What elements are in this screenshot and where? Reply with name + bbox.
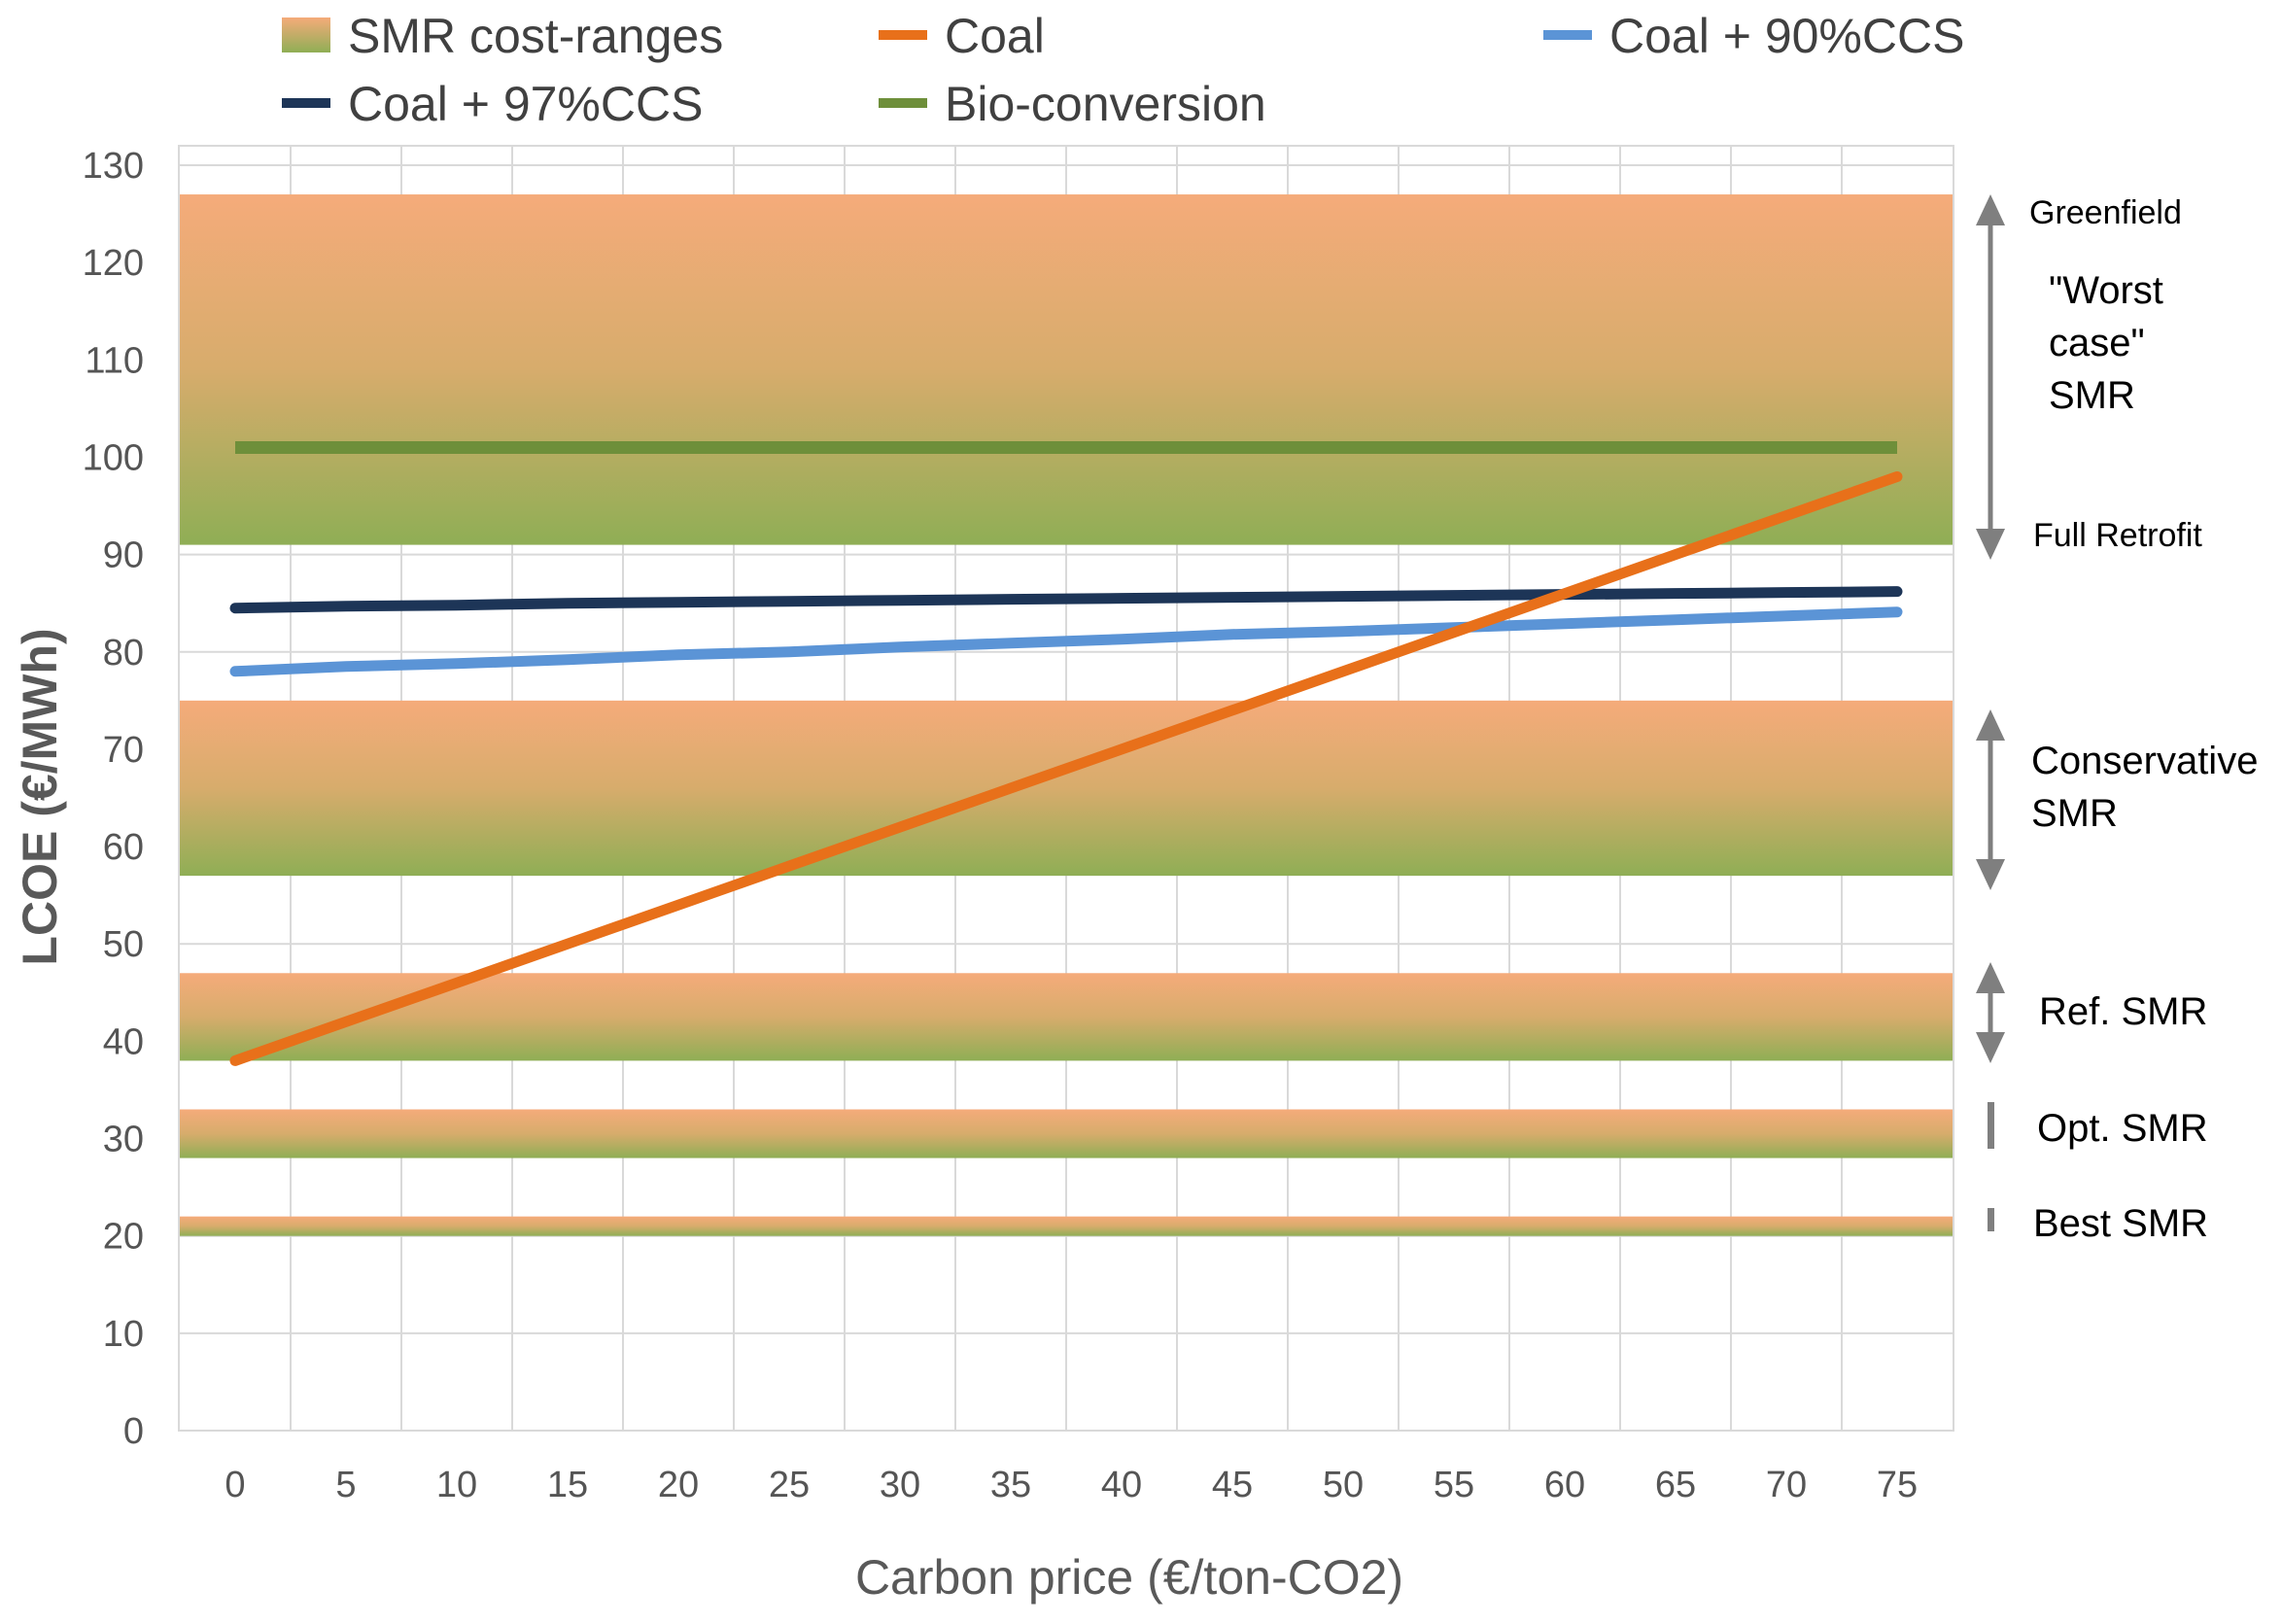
ref-arrow-head-up [1976,962,2005,993]
y-tick-label: 10 [103,1314,144,1355]
opt-label: Opt. SMR [2037,1107,2208,1150]
y-tick-label: 90 [103,536,144,576]
worst-case-label-line1: "Worst [2049,269,2163,312]
legend-label: Coal + 97%CCS [348,77,703,131]
x-tick-label: 25 [769,1465,810,1505]
legend-swatch-line [282,98,330,108]
smr-band [179,1216,1954,1236]
conservative-arrow-head-down [1976,859,2005,890]
worst-case-label-line3: SMR [2049,374,2135,417]
legend-swatch-line [879,30,927,40]
series-line-coal [229,470,1903,1066]
annotations: Greenfield "Worst case" SMR Full Retrofi… [1976,194,2258,1245]
worst-case-arrow-head-up [1976,194,2005,225]
y-tick-label: 30 [103,1120,144,1160]
conservative-label-line1: Conservative [2031,740,2258,782]
y-tick-label: 110 [85,340,144,381]
ref-arrow-head-down [1976,1032,2005,1063]
smr-band [179,973,1954,1061]
x-tick-label: 35 [990,1465,1031,1505]
worst-case-arrow-head-down [1976,529,2005,560]
x-tick-label: 20 [658,1465,699,1505]
opt-marker [1988,1102,1994,1149]
smr-cost-bands [179,194,1954,1236]
series-line-coal-97-ccs [229,586,1903,614]
x-axis-title: Carbon price (€/ton-CO2) [855,1550,1403,1605]
x-tick-label: 55 [1434,1465,1474,1505]
x-tick-label: 70 [1766,1465,1807,1505]
smr-band [179,194,1954,545]
legend-label: Coal [945,9,1045,63]
x-tick-label: 45 [1212,1465,1253,1505]
x-tick-label: 65 [1655,1465,1696,1505]
y-axis-title: LCOE (€/MWh) [13,628,67,965]
worst-case-label-line2: case" [2049,322,2145,364]
x-tick-label: 75 [1877,1465,1918,1505]
legend-swatch-line [879,98,927,108]
y-tick-label: 50 [103,924,144,965]
x-tick-label: 30 [880,1465,920,1505]
x-tick-label: 15 [547,1465,588,1505]
y-tick-label: 60 [103,827,144,868]
tick-labels: 0 10 20 30 40 50 60 70 80 90 100 110 120 130 0 5 10 15 20 2… [83,146,1919,1505]
y-tick-label: 80 [103,633,144,674]
conservative-arrow-head-up [1976,709,2005,741]
y-tick-label: 70 [103,730,144,771]
best-label: Best SMR [2033,1202,2208,1245]
series-line-coal-90-ccs [229,606,1903,677]
x-tick-label: 0 [225,1465,245,1505]
y-tick-label: 100 [83,437,144,478]
ref-label: Ref. SMR [2039,990,2207,1033]
plot-border [178,145,1954,1432]
plot-frame [178,145,1954,1432]
legend-swatch-band [282,17,330,52]
x-tick-label: 60 [1544,1465,1585,1505]
x-tick-label: 5 [335,1465,356,1505]
legend-label: SMR cost-ranges [348,9,723,63]
x-tick-label: 40 [1101,1465,1142,1505]
y-tick-label: 40 [103,1021,144,1062]
series-lines [229,440,1903,1066]
legend: SMR cost-ranges Coal Coal + 90%CCS Coal + 9… [282,9,1964,131]
y-tick-label: 120 [83,243,144,284]
best-marker [1988,1208,1994,1231]
full-retrofit-label: Full Retrofit [2033,517,2202,554]
conservative-label-line2: SMR [2031,792,2118,835]
y-tick-label: 130 [83,146,144,187]
legend-label: Coal + 90%CCS [1609,9,1964,63]
y-tick-label: 0 [123,1411,144,1452]
legend-label: Bio-conversion [945,77,1266,131]
legend-swatch-line [1543,30,1592,40]
x-tick-label: 50 [1323,1465,1364,1505]
y-tick-label: 20 [103,1217,144,1258]
x-tick-label: 10 [436,1465,477,1505]
smr-band [179,1109,1954,1158]
greenfield-label: Greenfield [2029,194,2182,231]
smr-band [179,700,1954,877]
